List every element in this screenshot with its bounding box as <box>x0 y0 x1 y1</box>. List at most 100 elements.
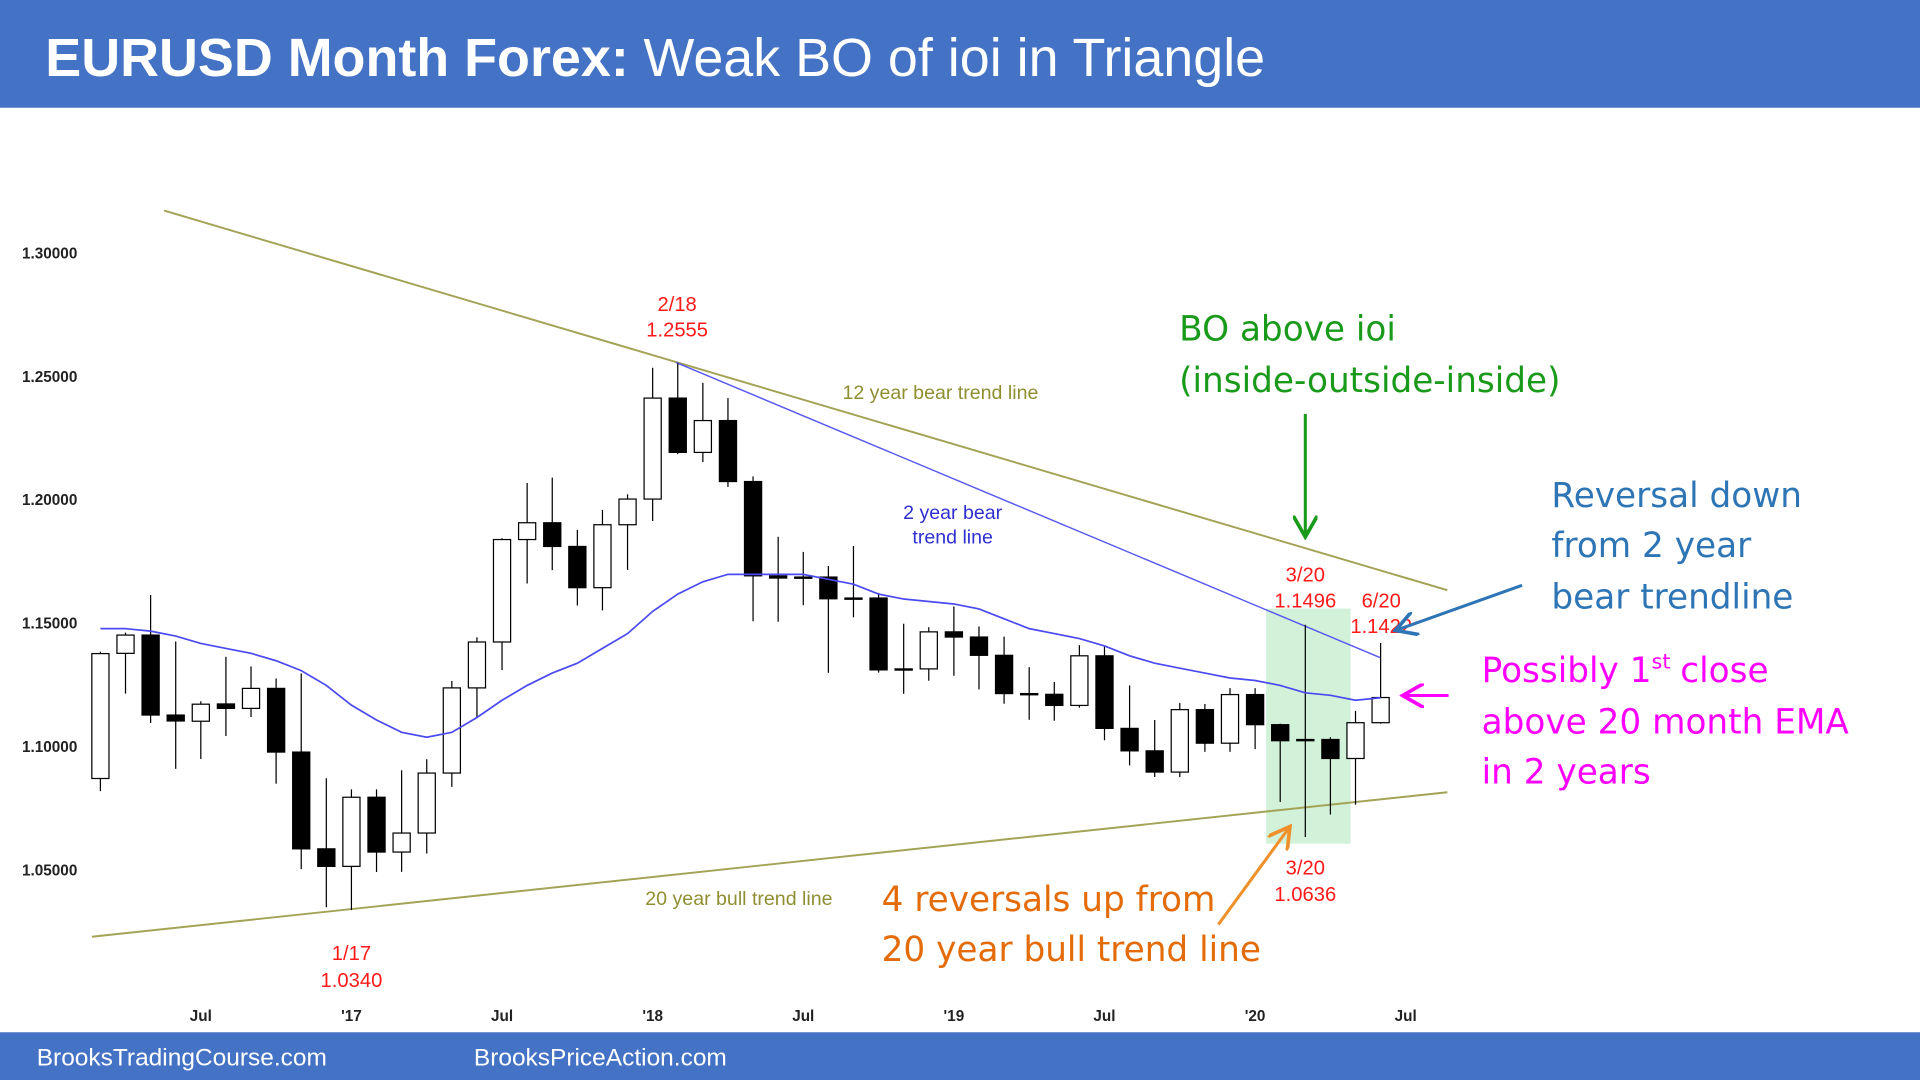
candle-body <box>216 703 236 709</box>
annotation: (inside-outside-inside) <box>1179 361 1560 401</box>
annotation: above 20 month EMA <box>1482 702 1850 742</box>
candle-body <box>919 631 938 670</box>
x-tick-label: Jul <box>491 1008 513 1025</box>
candle-body <box>1346 722 1365 760</box>
candle-body <box>819 576 838 600</box>
candle-body <box>1120 727 1139 752</box>
trend-line-label: 20 year bull trend line <box>645 888 832 910</box>
x-tick-label: '17 <box>341 1008 362 1025</box>
candle-body <box>116 634 135 654</box>
title-bold: EURUSD Month Forex: <box>45 28 628 88</box>
candle-body <box>141 634 160 716</box>
candle-body <box>1321 738 1340 760</box>
candle-body <box>944 631 964 638</box>
title-rest: Weak BO of ioi in Triangle <box>643 28 1265 88</box>
annotation-part: Possibly 1 <box>1482 651 1652 691</box>
candle-body <box>1145 750 1164 773</box>
candle-body <box>1271 724 1290 742</box>
candle-body <box>467 641 487 689</box>
footer-bar <box>0 1032 1920 1080</box>
trend-line-2y <box>675 361 1381 659</box>
x-tick-label: Jul <box>1395 1008 1417 1025</box>
trend-line-label: 2 year bear <box>903 502 1003 524</box>
y-tick-label: 1.05000 <box>22 862 77 879</box>
candle-body <box>593 524 612 589</box>
arrow <box>1398 583 1523 629</box>
candle-body <box>743 480 763 577</box>
candle-body <box>1170 709 1189 773</box>
annotation: 1.0636 <box>1274 884 1336 906</box>
x-tick-label: '18 <box>642 1008 663 1025</box>
candle-body <box>994 654 1014 695</box>
x-tick-label: Jul <box>190 1008 212 1025</box>
candle-body <box>543 522 562 548</box>
annotation: Possibly 1st close <box>1482 650 1769 691</box>
candle-body <box>1195 709 1215 744</box>
candle-body <box>568 545 587 589</box>
y-tick-label: 1.10000 <box>22 739 77 756</box>
annotation: 1.2555 <box>646 320 708 342</box>
annotation: 3/20 <box>1286 565 1325 587</box>
annotation: BO above ioi <box>1179 309 1396 349</box>
annotation: 1.1496 <box>1274 590 1336 612</box>
candle-body <box>894 668 913 671</box>
trend-line-label: trend line <box>912 527 993 549</box>
candle-body <box>1020 692 1039 696</box>
annotation: 2/18 <box>657 294 696 316</box>
candle-body <box>367 796 386 853</box>
trend-line-12y <box>163 209 1448 592</box>
candle-body <box>643 397 662 500</box>
x-tick-label: '20 <box>1245 1008 1266 1025</box>
y-tick-label: 1.20000 <box>22 492 77 509</box>
candle-body <box>794 576 813 579</box>
candle-body <box>1095 655 1114 729</box>
ema-line <box>100 573 1381 739</box>
candle-body <box>417 772 436 834</box>
trend-line-label: 12 year bear trend line <box>842 382 1038 404</box>
footer-text: BrooksPriceAction.com <box>474 1044 727 1071</box>
footer-text: BrooksTradingCourse.com <box>37 1044 327 1071</box>
candle-body <box>1045 693 1064 707</box>
candle-body <box>1296 738 1315 742</box>
x-tick-label: Jul <box>792 1008 814 1025</box>
candle-body <box>869 597 888 671</box>
annotation: bear trendline <box>1551 578 1793 618</box>
annotation: Reversal down <box>1551 476 1802 516</box>
candle-body <box>969 636 989 656</box>
candle-body <box>91 652 110 780</box>
superscript: st <box>1652 650 1671 674</box>
annotation: 4 reversals up from <box>882 880 1216 920</box>
candle-body <box>492 538 512 643</box>
candle-body <box>292 751 311 850</box>
annotations: 2/18 1.2555 1/17 1.0340 3/20 1.1496 6/20… <box>321 294 1850 992</box>
candle-body <box>266 687 286 753</box>
arrow <box>1217 829 1288 926</box>
title: EURUSD Month Forex: Weak BO of ioi in Tri… <box>45 28 1265 88</box>
candle-body <box>768 575 788 579</box>
candle-body <box>668 397 687 454</box>
candle-body <box>1245 693 1265 726</box>
annotation-part: close <box>1680 651 1768 691</box>
header-bar <box>0 0 1920 108</box>
y-tick-label: 1.30000 <box>22 245 77 262</box>
annotation: 1.0340 <box>321 970 383 992</box>
candle-body <box>718 419 738 483</box>
candle-body <box>166 714 185 722</box>
candle-body <box>342 796 361 867</box>
candle-body <box>517 522 537 541</box>
candle-body <box>693 419 713 454</box>
x-tick-label: Jul <box>1093 1008 1115 1025</box>
candle-body <box>1070 655 1089 707</box>
annotation: 6/20 <box>1362 590 1401 612</box>
candle-body <box>1371 696 1390 724</box>
y-tick-label: 1.25000 <box>22 369 77 386</box>
candle-body <box>1220 693 1240 744</box>
candle-body <box>241 687 261 709</box>
trend-line-20y <box>91 791 1448 938</box>
annotation: 1/17 <box>332 943 371 965</box>
candle-body <box>442 687 462 774</box>
candle-body <box>317 848 336 867</box>
annotation: from 2 year <box>1551 526 1752 566</box>
